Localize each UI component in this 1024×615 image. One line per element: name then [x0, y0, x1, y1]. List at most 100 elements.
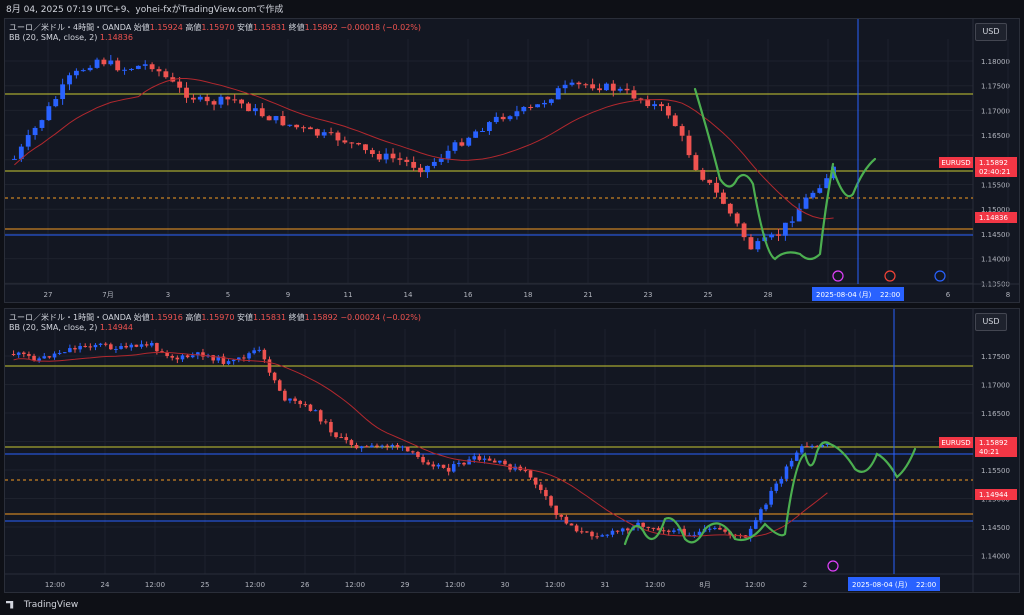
time-tick-label: 12:00: [645, 581, 665, 589]
candle-body: [67, 75, 72, 85]
legend-bb[interactable]: BB (20, SMA, close, 2) 1.14836: [9, 33, 133, 42]
candle-body: [825, 443, 830, 445]
candle-body: [380, 445, 384, 447]
time-tick-label: 8月: [699, 581, 710, 589]
candle-body: [626, 528, 630, 531]
candle-body: [18, 146, 24, 159]
candle-body: [375, 445, 379, 447]
candle-body: [252, 350, 256, 354]
candle-body: [93, 344, 98, 348]
candle-body: [782, 222, 788, 236]
economic-event-icon: [827, 560, 839, 572]
legend-ohlc: ユーロ／米ドル・1時間・OANDA 始値1.15916 高値1.15970 安値…: [9, 312, 421, 323]
candle-body: [129, 344, 134, 348]
bollinger-middle-line: [13, 351, 828, 538]
candle-body: [101, 59, 107, 65]
candle-body: [177, 81, 183, 88]
time-tick-label: 2: [803, 581, 807, 589]
legend-low: 1.15831: [253, 313, 287, 322]
bb-badge: [975, 489, 1017, 500]
price-badge: [975, 437, 1017, 457]
candle-body: [328, 132, 334, 134]
time-tick-label: 7月: [102, 291, 113, 299]
candle-body: [610, 530, 615, 535]
candle-body: [47, 356, 52, 358]
chart-panel-4h[interactable]: ユーロ／米ドル・4時間・OANDA 始値1.15924 高値1.15970 安値…: [4, 18, 1020, 303]
time-tick-label: 28: [764, 291, 773, 299]
candle-body: [492, 460, 497, 463]
candle-body: [824, 178, 830, 189]
currency-button[interactable]: USD: [975, 23, 1007, 41]
candle-body: [677, 528, 681, 531]
time-tick-label: 31: [601, 581, 610, 589]
countdown-text: 40:21: [979, 448, 999, 456]
candle-body: [252, 108, 258, 112]
chart-canvas[interactable]: 1.175001.170001.165001.160001.155001.150…: [5, 309, 1019, 592]
legend-high-label: 高値: [185, 313, 202, 322]
economic-event-icon: [934, 270, 946, 282]
cursor-date-badge: [812, 287, 904, 301]
candle-body: [624, 88, 630, 91]
price-tick-label: 1.14000: [981, 553, 1010, 561]
candle-body: [165, 352, 169, 357]
candle-body: [349, 142, 355, 144]
time-tick-label: 12:00: [545, 581, 565, 589]
bb-value: 1.14836: [99, 33, 133, 42]
price-tick-label: 1.18000: [981, 58, 1010, 66]
candle-body: [538, 484, 543, 490]
bb-label: BB (20, SMA, close, 2): [9, 323, 98, 332]
candle-body: [590, 531, 594, 537]
candle-body: [700, 169, 706, 180]
candle-body: [400, 446, 405, 448]
candle-body: [666, 530, 671, 532]
candle-body: [431, 161, 437, 166]
candle-body: [815, 445, 819, 447]
drawn-path: [623, 441, 832, 546]
candle-body: [397, 158, 403, 160]
candle-body: [794, 452, 799, 461]
candle-body: [204, 96, 210, 102]
currency-button[interactable]: USD: [975, 313, 1007, 331]
time-tick-label: 9: [286, 291, 290, 299]
candle-body: [645, 99, 651, 107]
candle-body: [363, 144, 368, 151]
price-tick-label: 1.14000: [981, 256, 1010, 264]
legend-low: 1.15831: [253, 23, 287, 32]
chart-panel-1h[interactable]: ユーロ／米ドル・1時間・OANDA 始値1.15916 高値1.15970 安値…: [4, 308, 1020, 593]
candle-body: [356, 143, 362, 145]
time-tick-label: 12:00: [445, 581, 465, 589]
countdown-text: 02:40:21: [979, 168, 1010, 176]
symbol-badge-text: EURUSD: [941, 439, 970, 447]
time-tick-label: 25: [201, 581, 210, 589]
cursor-time-text: 22:00: [880, 291, 900, 299]
time-tick-label: 26: [301, 581, 310, 589]
candle-body: [60, 84, 66, 100]
candle-body: [418, 167, 423, 173]
price-tick-label: 1.15500: [981, 467, 1010, 475]
candle-body: [11, 354, 16, 355]
candle-body: [335, 132, 341, 141]
time-tick-label: 29: [401, 581, 410, 589]
legend-open: 1.15924: [149, 23, 183, 32]
legend-bb[interactable]: BB (20, SMA, close, 2) 1.14944: [9, 323, 133, 332]
time-tick-label: 30: [501, 581, 510, 589]
candle-body: [638, 98, 644, 100]
candle-body: [318, 410, 323, 422]
legend-change: −0.00018 (−0.02%): [340, 23, 421, 32]
bb-label: BB (20, SMA, close, 2): [9, 33, 98, 42]
candle-body: [686, 135, 692, 156]
candle-body: [734, 213, 740, 224]
candle-body: [597, 88, 602, 91]
candle-body: [149, 64, 155, 70]
cursor-date-text: 2025-08-04 (月): [852, 581, 908, 589]
candle-body: [779, 478, 784, 484]
candle-body: [603, 83, 609, 91]
candle-body: [748, 528, 753, 538]
candle-body: [46, 106, 52, 121]
bb-badge-text: 1.14944: [979, 491, 1008, 499]
economic-event-icon: [832, 270, 844, 282]
candle-body: [288, 398, 292, 401]
chart-canvas[interactable]: 1.180001.175001.170001.165001.160001.155…: [5, 19, 1019, 302]
candle-body: [452, 142, 458, 151]
candle-body: [294, 124, 300, 128]
